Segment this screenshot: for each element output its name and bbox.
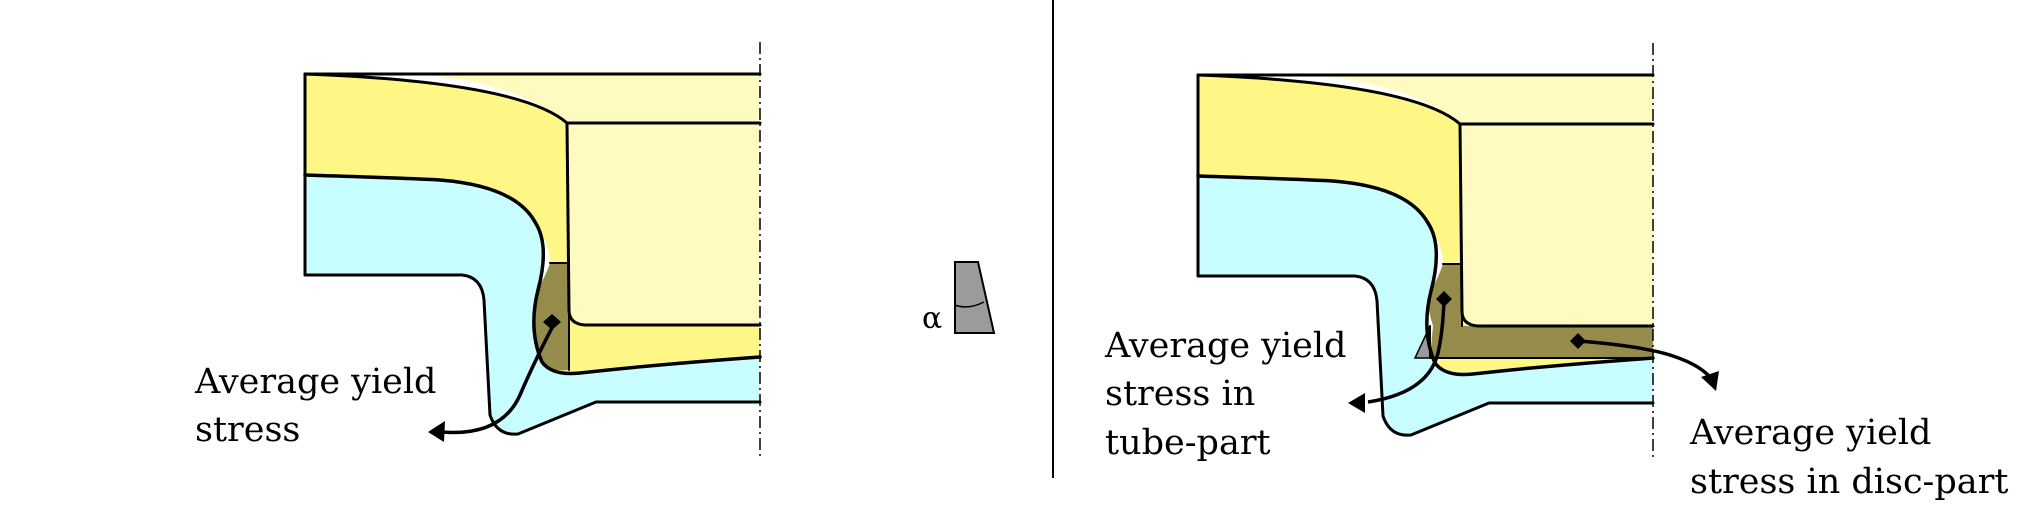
left-yellow-light	[420, 74, 760, 325]
disc-label-line-1: Average yield	[1689, 413, 1931, 453]
tube-pointer-arrow	[1367, 298, 1446, 404]
tube-label-line-2: stress in	[1105, 374, 1255, 414]
disc-pointer-arrow	[1577, 339, 1715, 383]
left-cyan-body	[305, 175, 760, 435]
left-label-line-1: Average yield	[194, 362, 436, 402]
disc-part-zone	[1430, 326, 1653, 358]
alpha-symbol: α	[922, 301, 942, 336]
left-pointer-arrow	[431, 319, 558, 435]
tube-label-line-3: tube-part	[1105, 423, 1271, 463]
right-cross-section	[1196, 43, 1719, 461]
wedge-element-icon	[954, 261, 996, 334]
tube-label-line-1: Average yield	[1104, 326, 1346, 366]
left-label-line-2: stress	[195, 410, 300, 450]
left-cross-section	[303, 42, 762, 460]
left-yellow-band	[305, 74, 567, 263]
disc-label-line-2: stress in disc-part	[1690, 462, 2008, 502]
